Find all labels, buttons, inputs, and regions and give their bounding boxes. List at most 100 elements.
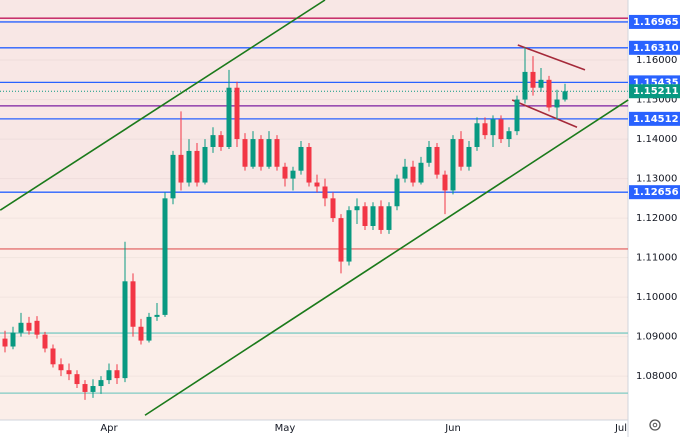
candle-body (338, 218, 344, 262)
candle-body (546, 79, 552, 108)
candle-body (58, 364, 64, 371)
candle-body (18, 322, 24, 333)
level-price-tag (629, 185, 680, 200)
candle-body (490, 119, 496, 136)
candle-body (530, 71, 536, 88)
candle-body (82, 384, 88, 392)
candle-body (314, 182, 320, 187)
candle-body (522, 71, 528, 100)
candle-body (554, 99, 560, 108)
candle-body (194, 150, 200, 183)
y-tick-label: 1.13000 (636, 174, 677, 185)
candle-body (122, 281, 128, 379)
candle-body (346, 210, 352, 262)
candle-body (394, 178, 400, 207)
x-tick-label: Apr (100, 423, 118, 434)
candle-body (42, 334, 48, 349)
candle-body (370, 206, 376, 227)
candle-body (138, 326, 144, 341)
candle-body (50, 348, 56, 365)
candle-body (130, 281, 136, 327)
candle-body (98, 380, 104, 387)
candle-body (170, 154, 176, 199)
candle-body (2, 338, 8, 347)
candle-body (226, 87, 232, 147)
candle-body (298, 146, 304, 171)
settings-gear[interactable] (649, 419, 661, 431)
settings-icon[interactable] (649, 419, 661, 431)
x-tick-label: Jun (444, 423, 461, 434)
candle-body (162, 198, 168, 315)
candle-body (74, 374, 80, 385)
y-tick-label: 1.14000 (636, 134, 677, 145)
candle-body (26, 322, 32, 331)
candle-body (482, 123, 488, 136)
candle-body (202, 146, 208, 183)
y-tick-label: 1.15000 (636, 95, 677, 106)
candle-body (410, 166, 416, 183)
candle-body (362, 206, 368, 227)
y-tick-label: 1.09000 (636, 332, 677, 343)
candle-body (402, 166, 408, 179)
axis: 1.16000 1.15000 1.14000 1.13000 1.12000 1.110… (100, 14, 680, 434)
candle-body (378, 206, 384, 230)
candle-body (114, 370, 120, 379)
candle-body (306, 146, 312, 183)
candle-body (178, 154, 184, 183)
trend-line (144, 99, 629, 416)
candle-body (442, 174, 448, 191)
level-price-tag (629, 14, 680, 29)
trend-line (517, 44, 586, 71)
candle-body (218, 135, 224, 147)
candle-body (154, 314, 160, 317)
trend-line (511, 99, 578, 128)
candle-body (234, 87, 240, 140)
candle-body (106, 370, 112, 381)
candle-body (90, 386, 96, 392)
candle-body (34, 320, 40, 335)
candle-body (274, 139, 280, 167)
candle-body (354, 206, 360, 211)
y-tick-label: 1.12000 (636, 213, 677, 224)
level-price-label: 1.14512 (633, 114, 679, 125)
y-tick-label: 1.16000 (636, 55, 677, 66)
candle-body (258, 139, 264, 167)
candle-body (330, 198, 336, 219)
candle-body (186, 150, 192, 183)
x-tick-label: Jul (614, 423, 627, 434)
candle-body (322, 186, 328, 199)
candle-body (434, 146, 440, 175)
candle-body (242, 139, 248, 167)
candle-body (250, 139, 256, 167)
x-tick-label: May (275, 423, 296, 434)
level-price-tag (629, 40, 680, 55)
plot (0, 0, 629, 416)
settings-gear-center[interactable] (652, 422, 658, 428)
candle-body (498, 119, 504, 140)
level-price-label: 1.12656 (633, 187, 679, 198)
candle-body (282, 166, 288, 179)
candle-body (66, 370, 72, 375)
y-tick-label: 1.10000 (636, 292, 677, 303)
candle-body (418, 162, 424, 183)
candle-body (146, 316, 152, 341)
candle-body (514, 99, 520, 132)
candle-body (450, 139, 456, 191)
candle-body (266, 139, 272, 167)
candle-body (210, 135, 216, 147)
candle-body (10, 332, 16, 347)
candle-body (386, 206, 392, 230)
candle-body (538, 79, 544, 88)
candle-body (290, 170, 296, 179)
level-price-label: 1.16965 (633, 17, 679, 28)
y-tick-label: 1.11000 (636, 253, 677, 264)
level-price-tag (629, 84, 680, 99)
candle-body (458, 139, 464, 167)
level-price-label: 1.15435 (633, 77, 679, 88)
candle-body (466, 146, 472, 167)
trend-line (0, 0, 326, 211)
level-price-label: 1.16310 (633, 43, 679, 54)
y-tick-label: 1.08000 (636, 371, 677, 382)
